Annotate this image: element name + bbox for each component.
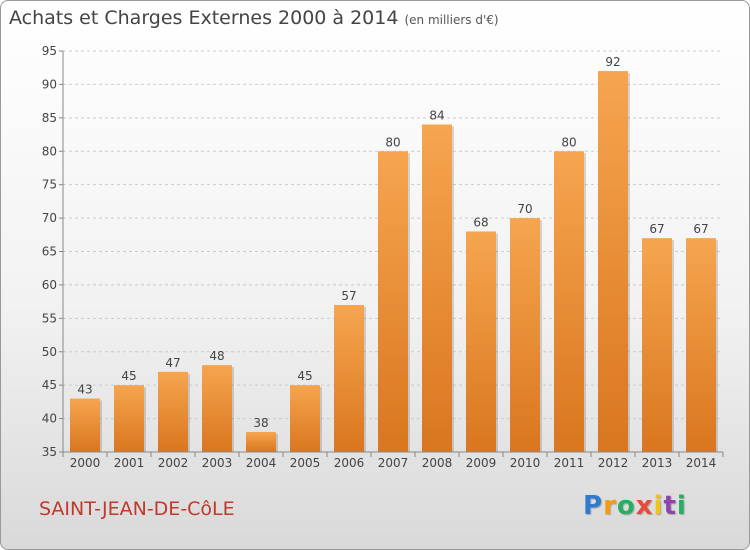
y-tick-label: 95 <box>42 44 57 58</box>
x-tick-label: 2001 <box>114 456 145 470</box>
bar <box>290 385 320 452</box>
y-tick-label: 90 <box>42 77 57 91</box>
y-tick-label: 70 <box>42 211 57 225</box>
data-label: 45 <box>297 369 312 383</box>
logo-letter: t <box>663 491 677 521</box>
bar <box>378 151 408 452</box>
x-tick-label: 2000 <box>70 456 101 470</box>
data-label: 43 <box>77 383 92 397</box>
x-tick-label: 2013 <box>642 456 673 470</box>
bar <box>510 218 540 452</box>
logo-letter: P <box>583 491 604 521</box>
bar <box>554 151 584 452</box>
bar <box>466 231 496 452</box>
x-tick-label: 2008 <box>422 456 453 470</box>
x-tick-label: 2005 <box>290 456 321 470</box>
y-tick-label: 60 <box>42 278 57 292</box>
y-tick-label: 45 <box>42 378 57 392</box>
bar <box>598 71 628 453</box>
data-label: 80 <box>385 135 400 149</box>
y-tick-label: 75 <box>42 178 57 192</box>
bar <box>642 238 672 452</box>
bar <box>114 385 144 452</box>
x-tick-label: 2014 <box>686 456 717 470</box>
bar <box>334 304 364 452</box>
data-label: 67 <box>693 222 708 236</box>
x-tick-label: 2009 <box>466 456 497 470</box>
data-label: 57 <box>341 289 356 303</box>
bar <box>686 238 716 452</box>
x-tick-label: 2002 <box>158 456 189 470</box>
logo-letter: o <box>616 491 636 521</box>
x-tick-label: 2012 <box>598 456 629 470</box>
data-label: 84 <box>429 109 444 123</box>
data-label: 68 <box>473 215 488 229</box>
logo-letter: r <box>603 491 617 521</box>
logo-letter: x <box>635 491 654 521</box>
data-label: 67 <box>649 222 664 236</box>
data-label: 47 <box>165 356 180 370</box>
data-label: 70 <box>517 202 532 216</box>
y-tick-label: 50 <box>42 345 57 359</box>
x-tick-label: 2010 <box>510 456 541 470</box>
bar <box>422 124 452 453</box>
chart-title: Achats et Charges Externes 2000 à 2014 (e… <box>9 7 499 29</box>
y-tick-label: 85 <box>42 111 57 125</box>
data-label: 92 <box>605 55 620 69</box>
city-name: SAINT-JEAN-DE-CôLE <box>39 498 235 520</box>
data-label: 38 <box>253 416 268 430</box>
x-tick-label: 2003 <box>202 456 233 470</box>
proxiti-logo: Proxiti <box>583 491 687 521</box>
logo-letter: i <box>653 491 664 521</box>
x-tick-label: 2004 <box>246 456 277 470</box>
x-tick-label: 2006 <box>334 456 365 470</box>
y-tick-label: 40 <box>42 412 57 426</box>
data-label: 80 <box>561 135 576 149</box>
data-label: 45 <box>121 369 136 383</box>
bar <box>70 398 100 452</box>
data-label: 48 <box>209 349 224 363</box>
bar <box>246 431 276 452</box>
y-tick-label: 55 <box>42 311 57 325</box>
y-tick-label: 35 <box>42 445 57 459</box>
y-tick-label: 65 <box>42 245 57 259</box>
bar <box>158 371 188 452</box>
chart-title-text: Achats et Charges Externes 2000 à 2014 <box>9 7 399 29</box>
x-tick-label: 2011 <box>554 456 585 470</box>
chart-subtitle: (en milliers d'€) <box>404 13 499 27</box>
y-tick-label: 80 <box>42 144 57 158</box>
bar <box>202 365 232 452</box>
logo-letter: i <box>676 491 687 521</box>
x-tick-label: 2007 <box>378 456 409 470</box>
